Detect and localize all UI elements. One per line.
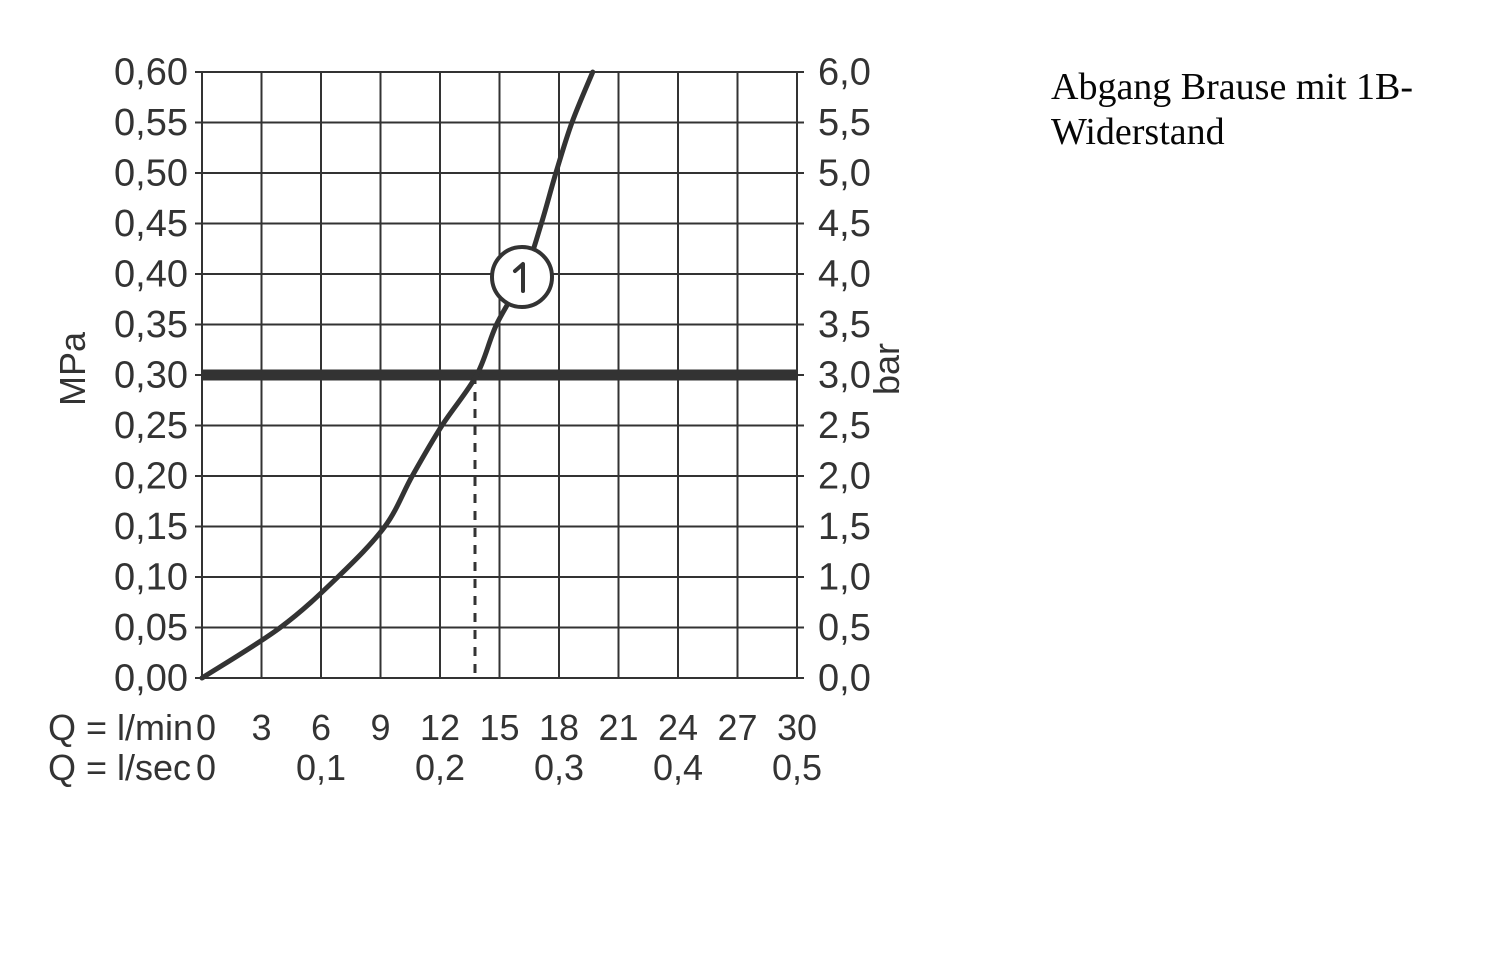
svg-text:0,15: 0,15 [114, 506, 188, 548]
svg-text:0,50: 0,50 [114, 153, 188, 195]
svg-text:5,0: 5,0 [818, 153, 871, 195]
svg-text:0,2: 0,2 [415, 747, 465, 788]
svg-text:30: 30 [777, 707, 817, 748]
svg-text:2,5: 2,5 [818, 405, 871, 447]
svg-text:0,25: 0,25 [114, 405, 188, 447]
svg-text:15: 15 [479, 707, 519, 748]
svg-text:0,40: 0,40 [114, 254, 188, 296]
svg-text:0,20: 0,20 [114, 456, 188, 498]
svg-text:9: 9 [370, 707, 390, 748]
svg-text:1,0: 1,0 [818, 557, 871, 599]
svg-text:12: 12 [420, 707, 460, 748]
svg-text:0,1: 0,1 [296, 747, 346, 788]
svg-text:0,10: 0,10 [114, 557, 188, 599]
svg-text:0,0: 0,0 [818, 658, 871, 700]
svg-text:0,00: 0,00 [114, 658, 188, 700]
svg-text:2,0: 2,0 [818, 456, 871, 498]
svg-text:3,0: 3,0 [818, 355, 871, 397]
svg-text:0,3: 0,3 [534, 747, 584, 788]
svg-text:0,5: 0,5 [818, 607, 871, 649]
svg-text:1,5: 1,5 [818, 506, 871, 548]
svg-text:6: 6 [311, 707, 331, 748]
svg-text:18: 18 [539, 707, 579, 748]
svg-text:0,5: 0,5 [772, 747, 822, 788]
svg-text:0,45: 0,45 [114, 203, 188, 245]
svg-text:0,60: 0,60 [114, 52, 188, 94]
svg-text:21: 21 [598, 707, 638, 748]
svg-text:4,0: 4,0 [818, 254, 871, 296]
svg-text:Q = l/sec: Q = l/sec [48, 747, 191, 788]
svg-text:0,4: 0,4 [653, 747, 703, 788]
svg-text:0,35: 0,35 [114, 304, 188, 346]
svg-text:3,5: 3,5 [818, 304, 871, 346]
svg-text:0: 0 [196, 707, 216, 748]
svg-text:0,55: 0,55 [114, 102, 188, 144]
svg-text:Q = l/min: Q = l/min [48, 707, 193, 748]
svg-text:24: 24 [658, 707, 698, 748]
svg-text:0,05: 0,05 [114, 607, 188, 649]
svg-text:5,5: 5,5 [818, 102, 871, 144]
svg-text:0,30: 0,30 [114, 355, 188, 397]
svg-text:bar: bar [866, 343, 907, 395]
svg-text:3: 3 [251, 707, 271, 748]
svg-text:4,5: 4,5 [818, 203, 871, 245]
svg-text:0: 0 [196, 747, 216, 788]
svg-text:MPa: MPa [52, 331, 93, 406]
svg-text:6,0: 6,0 [818, 52, 871, 94]
svg-text:27: 27 [717, 707, 757, 748]
